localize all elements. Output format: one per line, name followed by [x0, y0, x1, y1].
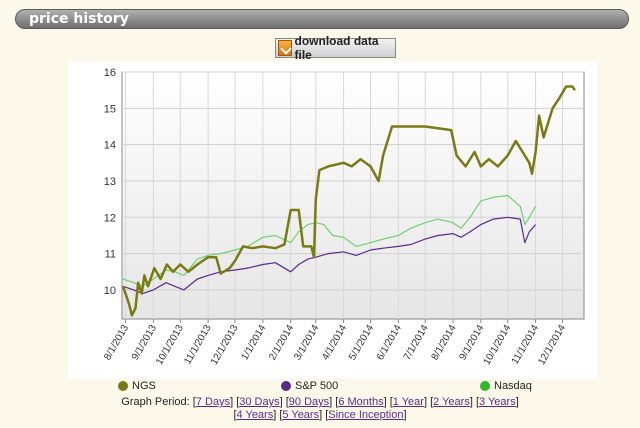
- period-link-5-years[interactable]: 5 Years: [282, 409, 320, 421]
- period-link-6-months[interactable]: 6 Months: [338, 396, 384, 408]
- download-data-button[interactable]: download data file: [275, 34, 396, 62]
- x-tick-label: 3/1/2014: [292, 323, 321, 363]
- x-tick-label: 5/1/2014: [347, 323, 376, 363]
- legend-item-nasdaq[interactable]: Nasdaq: [480, 380, 532, 392]
- legend-dot-sp500-icon: [281, 381, 291, 391]
- y-tick-label: 15: [104, 103, 116, 115]
- x-tick-label: 9/1/2014: [457, 323, 486, 363]
- period-link-90-days[interactable]: 90 Days: [288, 396, 330, 408]
- y-tick-label: 16: [104, 67, 116, 79]
- section-title: price history: [29, 11, 129, 27]
- x-tick-label: 12/1/2014: [536, 323, 568, 367]
- graph-period-label: Graph Period:: [121, 396, 190, 408]
- period-link-4-years[interactable]: 4 Years: [236, 409, 274, 421]
- x-tick-label: 8/1/2013: [102, 323, 131, 363]
- y-tick-label: 12: [104, 212, 116, 224]
- legend-item-ngs[interactable]: NGS: [118, 380, 156, 392]
- x-tick-label: 10/1/2013: [154, 323, 186, 367]
- period-link-1-year[interactable]: 1 Year: [392, 396, 424, 408]
- period-link-2-years[interactable]: 2 Years: [433, 396, 470, 408]
- graph-period-row-1: Graph Period: [7 Days] [30 Days] [90 Day…: [121, 396, 519, 408]
- download-file-icon: [278, 40, 292, 56]
- legend-item-sp500[interactable]: S&P 500: [281, 380, 338, 392]
- y-tick-label: 13: [104, 176, 116, 188]
- chart-panel: 10 11 12 13 14 15 16 8/1/2013 9/1/2013 10/1/2013…: [68, 61, 598, 379]
- legend-dot-ngs-icon: [118, 381, 128, 391]
- series-line-ngs: [121, 85, 577, 317]
- period-link-30-days[interactable]: 30 Days: [239, 396, 280, 408]
- x-tick-label: 6/1/2014: [375, 323, 404, 363]
- y-tick-label: 14: [104, 140, 116, 152]
- period-link-3-years[interactable]: 3 Years: [479, 396, 516, 408]
- x-tick-label: 9/1/2013: [130, 323, 159, 363]
- download-data-label: download data file: [294, 34, 379, 62]
- x-tick-label: 12/1/2013: [209, 323, 241, 367]
- legend-label-sp500: S&P 500: [295, 380, 339, 392]
- legend-dot-nasdaq-icon: [480, 381, 490, 391]
- series-line-nasdaq: [122, 194, 537, 287]
- y-tick-label: 11: [105, 249, 116, 261]
- y-tick-label: 10: [104, 285, 116, 297]
- legend-label-nasdaq: Nasdaq: [494, 380, 532, 392]
- x-tick-label: 4/1/2014: [320, 323, 349, 363]
- period-link-since-inception[interactable]: Since Inception: [328, 409, 404, 421]
- x-tick-label: 8/1/2014: [430, 323, 459, 363]
- legend-label-ngs: NGS: [132, 380, 156, 392]
- plot-area: [121, 71, 585, 320]
- price-history-chart: 10 11 12 13 14 15 16 8/1/20139/1/201310/1/2013…: [102, 67, 585, 367]
- x-tick-label: 1/1/2014: [239, 323, 268, 363]
- series-line-s-p-500: [122, 216, 537, 295]
- graph-period-row-2: [4 Years] [5 Years] [Since Inception]: [233, 409, 407, 421]
- period-link-7-days[interactable]: 7 Days: [195, 396, 231, 408]
- section-header-bar: price history: [15, 9, 629, 29]
- x-tick-label: 7/1/2014: [402, 323, 431, 363]
- x-tick-label: 10/1/2014: [482, 323, 514, 367]
